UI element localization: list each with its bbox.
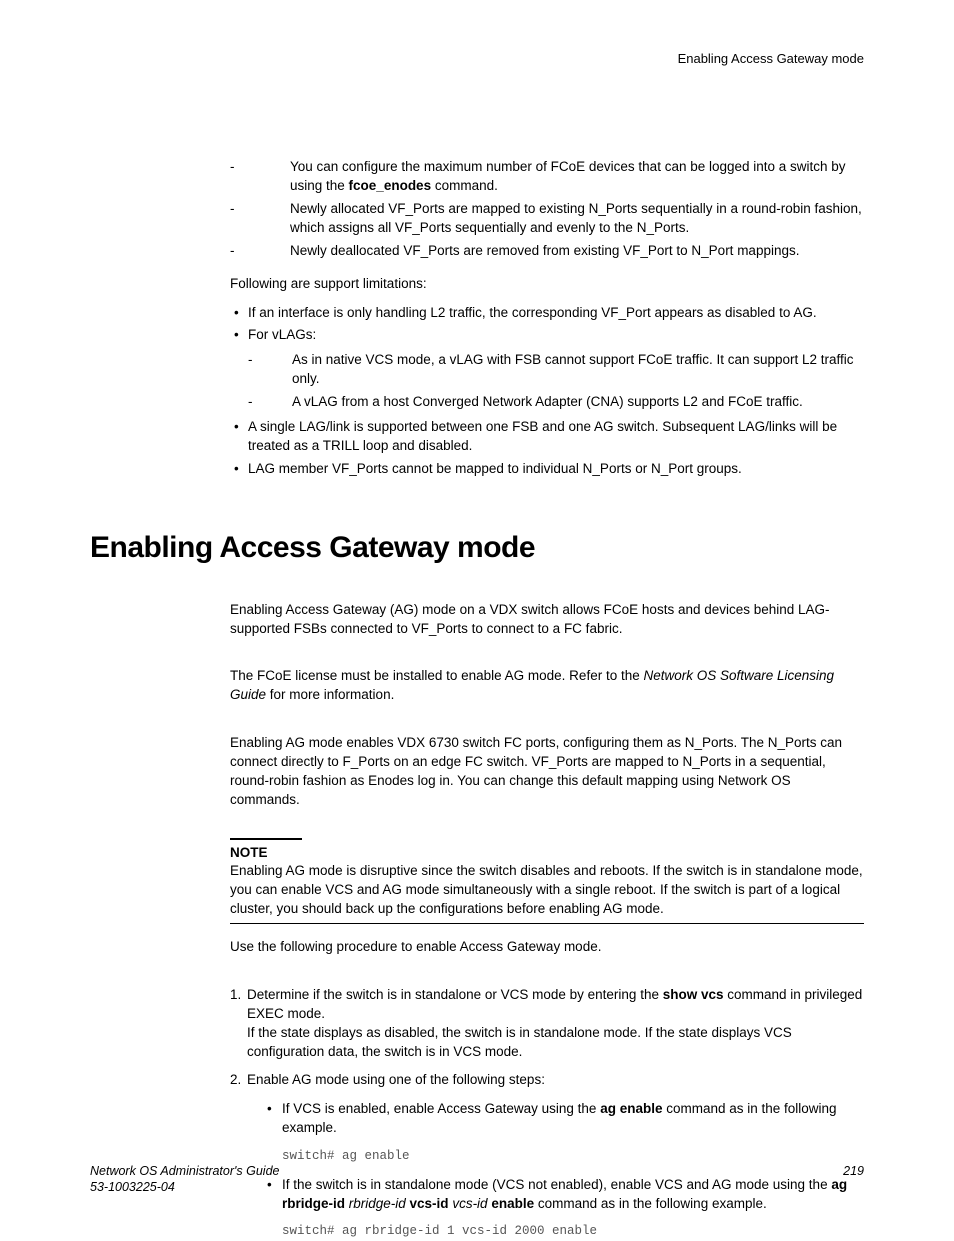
paragraph: Enabling AG mode enables VDX 6730 switch… (230, 734, 864, 810)
note-bottom-rule (230, 923, 864, 924)
note-text: Enabling AG mode is disruptive since the… (230, 862, 864, 919)
command: fcoe_enodes (349, 178, 432, 193)
step-number: 1. (230, 986, 241, 1005)
command: vcs-id (410, 1196, 449, 1211)
procedure-steps: 1. Determine if the switch is in standal… (230, 986, 864, 1241)
paragraph: Enabling Access Gateway (AG) mode on a V… (230, 601, 864, 639)
dash-item: Newly deallocated VF_Ports are removed f… (230, 242, 864, 261)
footer-docnum: 53-1003225-04 (90, 1179, 279, 1195)
step-extra: If the state displays as disabled, the s… (247, 1024, 864, 1062)
bullet-item: A single LAG/link is supported between o… (230, 418, 864, 456)
command: show vcs (663, 987, 724, 1002)
page-footer: Network OS Administrator's Guide 53-1003… (90, 1163, 864, 1196)
text: command. (431, 178, 498, 193)
procedure-intro: Use the following procedure to enable Ac… (230, 938, 864, 957)
footer-guide: Network OS Administrator's Guide (90, 1163, 279, 1179)
footer-page-number: 219 (843, 1163, 864, 1196)
text: Enable AG mode using one of the followin… (247, 1072, 545, 1087)
text: The FCoE license must be installed to en… (230, 668, 643, 683)
step-item: 2. Enable AG mode using one of the follo… (230, 1071, 864, 1240)
support-bullet-list: If an interface is only handling L2 traf… (230, 304, 864, 479)
section-content: Enabling Access Gateway (AG) mode on a V… (230, 601, 864, 1241)
text: for more information. (266, 687, 394, 702)
param: vcs-id (449, 1196, 492, 1211)
step-number: 2. (230, 1071, 241, 1090)
section-heading: Enabling Access Gateway mode (90, 527, 864, 569)
bullet-item: If an interface is only handling L2 traf… (230, 304, 864, 323)
text: For vLAGs: (248, 327, 316, 342)
bullet-item: For vLAGs: As in native VCS mode, a vLAG… (230, 326, 864, 412)
bullet-item: LAG member VF_Ports cannot be mapped to … (230, 460, 864, 479)
note-top-rule (230, 838, 302, 840)
content-block: You can configure the maximum number of … (230, 158, 864, 478)
note-label: NOTE (230, 844, 864, 863)
dash-item: As in native VCS mode, a vLAG with FSB c… (248, 351, 864, 389)
text: Determine if the switch is in standalone… (247, 987, 663, 1002)
support-intro: Following are support limitations: (230, 275, 864, 294)
command: enable (491, 1196, 534, 1211)
paragraph: The FCoE license must be installed to en… (230, 667, 864, 705)
step-item: 1. Determine if the switch is in standal… (230, 986, 864, 1062)
param: rbridge-id (345, 1196, 410, 1211)
note-block: NOTE Enabling AG mode is disruptive sinc… (230, 838, 864, 925)
header-right: Enabling Access Gateway mode (90, 50, 864, 68)
dash-item: Newly allocated VF_Ports are mapped to e… (230, 200, 864, 238)
sub-bullet-item: If VCS is enabled, enable Access Gateway… (247, 1100, 864, 1165)
nested-dash-list: As in native VCS mode, a vLAG with FSB c… (248, 351, 864, 412)
dash-item: A vLAG from a host Converged Network Ada… (248, 393, 864, 412)
text: command as in the following example. (534, 1196, 767, 1211)
footer-left: Network OS Administrator's Guide 53-1003… (90, 1163, 279, 1196)
text: If VCS is enabled, enable Access Gateway… (282, 1101, 600, 1116)
intro-dash-list: You can configure the maximum number of … (230, 158, 864, 260)
command: ag enable (600, 1101, 662, 1116)
dash-item: You can configure the maximum number of … (230, 158, 864, 196)
code-example: switch# ag rbridge-id 1 vcs-id 2000 enab… (282, 1223, 864, 1241)
